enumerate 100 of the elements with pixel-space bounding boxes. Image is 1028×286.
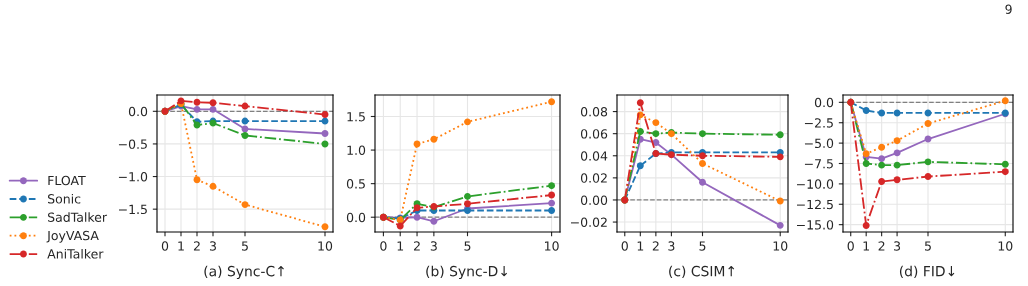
point <box>893 137 901 145</box>
y-tick-label: 0.00 <box>580 195 608 205</box>
x-tick-label: 5 <box>464 241 471 251</box>
point <box>699 130 706 138</box>
x-axis-title: (d) FID↓ <box>899 265 955 279</box>
y-tick-label: 0.02 <box>580 173 607 183</box>
x-tick-label: 2 <box>878 241 885 251</box>
point <box>321 130 329 137</box>
point <box>321 111 329 119</box>
point <box>878 161 886 169</box>
point <box>862 222 870 229</box>
x-tick-label: 3 <box>668 241 675 251</box>
point <box>464 200 471 208</box>
text: 9 <box>1005 4 1012 14</box>
x-tick-label: 5 <box>924 241 931 251</box>
x-tick-label: 1 <box>863 241 869 251</box>
y-tick-label: 1.5 <box>347 112 365 122</box>
y-tick-label: −2.5 <box>804 118 833 128</box>
x-tick-label: 1 <box>637 241 644 251</box>
point <box>321 223 329 231</box>
point <box>413 213 421 221</box>
point <box>776 153 784 161</box>
y-tick-label: 0.0 <box>814 97 834 108</box>
point <box>652 130 660 138</box>
y-tick-label: 0.08 <box>580 107 608 117</box>
x-tick-label: 1 <box>397 241 404 251</box>
point <box>878 155 886 163</box>
y-tick-label: 0.0 <box>128 106 148 117</box>
point <box>776 197 784 205</box>
x-tick-label: 2 <box>652 241 659 251</box>
point <box>862 160 870 167</box>
point <box>776 131 784 139</box>
point <box>193 105 201 113</box>
point <box>878 109 886 117</box>
point <box>636 99 644 107</box>
point <box>193 98 201 106</box>
point <box>464 192 471 200</box>
y-tick-label: −15.0 <box>796 220 834 230</box>
x-tick-label: 0 <box>621 241 628 251</box>
x-tick-label: 10 <box>773 241 788 251</box>
x-tick-label: 3 <box>894 241 901 251</box>
point <box>699 152 706 160</box>
legend-label: Sonic <box>48 193 81 204</box>
point <box>652 119 660 127</box>
x-tick-label: 5 <box>241 241 248 251</box>
point <box>1001 97 1009 105</box>
point <box>464 118 471 126</box>
x-tick-label: 10 <box>998 241 1013 251</box>
x-tick-label: 2 <box>193 241 200 251</box>
y-tick-label: −0.02 <box>570 217 607 227</box>
point <box>878 177 886 185</box>
point <box>924 120 932 128</box>
point <box>699 160 706 167</box>
point <box>636 127 644 135</box>
point <box>430 135 438 143</box>
x-tick-label: 0 <box>161 241 169 251</box>
x-tick-label: 10 <box>318 241 333 251</box>
y-tick-label: −5.0 <box>804 138 834 149</box>
x-tick-label: 3 <box>430 241 437 251</box>
point <box>924 173 932 181</box>
legend-label: SadTalker <box>48 212 108 222</box>
y-tick-label: 0.0 <box>346 212 366 223</box>
x-tick-label: 2 <box>413 241 420 251</box>
point <box>1001 168 1009 176</box>
point <box>241 201 249 209</box>
point <box>209 182 217 190</box>
x-tick-label: 5 <box>699 241 706 251</box>
point <box>209 105 217 113</box>
x-tick-label: 0 <box>380 241 387 251</box>
point <box>209 99 217 107</box>
x-axis-title: (c) CSIM↑ <box>669 265 735 279</box>
legend-label: JoyVASA <box>46 230 99 243</box>
x-tick-label: 0 <box>847 241 854 251</box>
y-tick-label: −7.5 <box>804 159 833 169</box>
x-tick-label: 10 <box>545 241 559 251</box>
y-tick-label: −0.5 <box>118 139 147 149</box>
point <box>862 107 870 114</box>
point <box>636 162 644 170</box>
point <box>193 176 201 184</box>
point <box>548 98 556 106</box>
point <box>924 158 932 166</box>
legend-label: AniTalker <box>47 248 104 259</box>
y-tick-label: −1.5 <box>118 204 147 215</box>
y-tick-label: 0.04 <box>580 151 608 161</box>
point <box>548 182 556 190</box>
y-tick-label: 0.06 <box>580 129 608 139</box>
y-tick-label: 1.0 <box>347 145 366 155</box>
point <box>241 131 249 139</box>
point <box>1001 160 1009 168</box>
y-tick-label: 0.5 <box>346 179 365 189</box>
x-tick-label: 3 <box>209 241 216 251</box>
y-tick-label: −10.0 <box>796 179 834 189</box>
point <box>699 178 706 186</box>
y-tick-label: −1.0 <box>118 172 148 182</box>
x-tick-label: 1 <box>178 241 184 251</box>
point <box>776 221 784 229</box>
y-tick-label: −12.5 <box>796 199 833 210</box>
point <box>548 207 556 214</box>
point <box>396 222 404 230</box>
x-axis-title: (a) Sync-C↑ <box>204 265 284 280</box>
